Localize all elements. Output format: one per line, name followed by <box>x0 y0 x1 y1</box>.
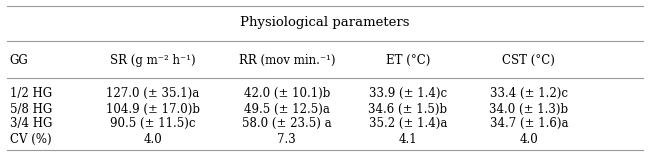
Text: CV (%): CV (%) <box>10 133 51 146</box>
Text: 104.9 (± 17.0)b: 104.9 (± 17.0)b <box>106 103 200 116</box>
Text: SR (g m⁻² h⁻¹): SR (g m⁻² h⁻¹) <box>111 54 196 67</box>
Text: GG: GG <box>10 54 29 67</box>
Text: 34.7 (± 1.6)a: 34.7 (± 1.6)a <box>489 117 568 130</box>
Text: 3/4 HG: 3/4 HG <box>10 117 52 130</box>
Text: 4.0: 4.0 <box>519 133 538 146</box>
Text: 34.0 (± 1.3)b: 34.0 (± 1.3)b <box>489 103 568 116</box>
Text: 127.0 (± 35.1)a: 127.0 (± 35.1)a <box>107 87 200 100</box>
Text: 5/8 HG: 5/8 HG <box>10 103 52 116</box>
Text: 4.1: 4.1 <box>398 133 417 146</box>
Text: 90.5 (± 11.5)c: 90.5 (± 11.5)c <box>111 117 196 130</box>
Text: 33.4 (± 1.2)c: 33.4 (± 1.2)c <box>490 87 568 100</box>
Text: Physiological parameters: Physiological parameters <box>240 16 410 29</box>
Text: CST (°C): CST (°C) <box>502 54 555 67</box>
Text: ET (°C): ET (°C) <box>385 54 430 67</box>
Text: 34.6 (± 1.5)b: 34.6 (± 1.5)b <box>369 103 447 116</box>
Text: 42.0 (± 10.1)b: 42.0 (± 10.1)b <box>244 87 330 100</box>
Text: 7.3: 7.3 <box>278 133 296 146</box>
Text: 58.0 (± 23.5) a: 58.0 (± 23.5) a <box>242 117 332 130</box>
Text: 4.0: 4.0 <box>144 133 162 146</box>
Text: 49.5 (± 12.5)a: 49.5 (± 12.5)a <box>244 103 330 116</box>
Text: 35.2 (± 1.4)a: 35.2 (± 1.4)a <box>369 117 447 130</box>
Text: 1/2 HG: 1/2 HG <box>10 87 52 100</box>
Text: 33.9 (± 1.4)c: 33.9 (± 1.4)c <box>369 87 447 100</box>
Text: RR (mov min.⁻¹): RR (mov min.⁻¹) <box>239 54 335 67</box>
